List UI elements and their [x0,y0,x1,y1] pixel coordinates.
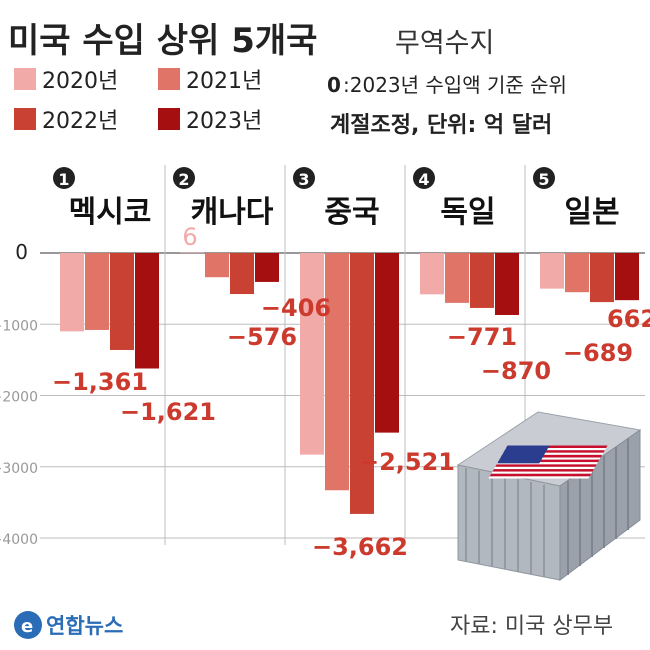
container-layer [456,411,642,581]
rank-badge-2 [173,167,195,189]
rank-number: 4 [418,170,429,189]
rank-number: 2 [178,170,189,189]
data-label: −870 [481,357,551,385]
data-label: −689 [563,339,633,367]
bar-1-4 [135,253,159,369]
rank-note-marker: 0 [327,73,341,97]
legend-swatch-2 [158,68,180,90]
category-label: 멕시코 [69,195,152,230]
bar-2-2 [205,253,229,278]
svg-text:e: e [21,616,33,637]
shipping-container-icon [456,411,642,581]
y-tick-label: −4000 [0,532,38,548]
chart-title: 미국 수입 상위 5개국 [8,21,317,61]
data-label: −3,662 [312,533,408,561]
us-flag-icon [488,445,608,479]
bar-5-1 [540,253,564,289]
bar-5-2 [565,253,589,293]
legend-label-3: 2022년 [42,109,118,134]
bars-layer [60,252,639,514]
bar-4-2 [445,253,469,303]
bar-3-2 [325,253,349,491]
category-label: 일본 [564,195,619,230]
unit-note: 계절조정, 단위: 억 달러 [330,113,552,138]
legend-label-2: 2021년 [186,69,262,94]
legend-label-4: 2023년 [186,109,262,134]
rank-number: 1 [58,170,69,189]
legend-swatch-3 [14,108,36,130]
bar-3-4 [375,253,399,433]
source-text: 자료: 미국 상무부 [450,614,613,639]
bar-2-1 [180,252,204,254]
data-label: −771 [447,323,517,351]
chart-subtitle: 무역수지 [395,28,494,59]
bar-1-1 [60,253,84,332]
bar-1-3 [110,253,134,350]
rank-badge-1 [53,167,75,189]
legend-label-1: 2020년 [42,69,118,94]
rank-number: 3 [298,170,309,189]
legend: 2020년 2021년 2022년 2023년 [14,68,262,134]
data-label: −576 [227,323,297,351]
y-tick-label: 0 [15,240,28,264]
bar-3-3 [350,253,374,514]
bar-2-4 [255,253,279,282]
bar-5-4 [615,253,639,301]
bar-4-4 [495,253,519,315]
data-label: −406 [261,294,331,322]
rank-badge-5 [533,167,555,189]
category-label: 독일 [440,195,495,230]
data-label: −2,521 [359,448,455,476]
rank-note: :2023년 수입액 기준 순위 [343,73,567,97]
data-label: −1,621 [120,398,216,426]
y-tick-label: −1000 [0,318,38,334]
y-tick-label: −3000 [0,461,38,477]
credit-text: 연합뉴스 [46,614,123,638]
bar-4-1 [420,253,444,295]
rank-number: 5 [538,170,549,189]
data-label: 6 [182,223,197,251]
data-label: −1,361 [52,368,148,396]
rank-badge-4 [413,167,435,189]
credit-logo: e 연합뉴스 [14,611,123,639]
bar-1-2 [85,253,109,330]
y-tick-label: −2000 [0,390,38,406]
data-label: 662 [607,305,650,333]
data-label-layer: −1,361−1,621 6 −576−406 −3,662 −2,521 −771 −87… [52,223,650,561]
grid-layer: 0 −1000 −2000 −3000 −4000 [0,165,645,548]
category-label: 중국 [324,195,379,230]
bar-5-3 [590,253,614,303]
rank-badge-3 [293,167,315,189]
bar-3-1 [300,253,324,455]
category-label: 캐나다 [191,195,274,230]
legend-swatch-4 [158,108,180,130]
legend-swatch-1 [14,68,36,90]
bar-4-3 [470,253,494,308]
bar-2-3 [230,253,254,295]
